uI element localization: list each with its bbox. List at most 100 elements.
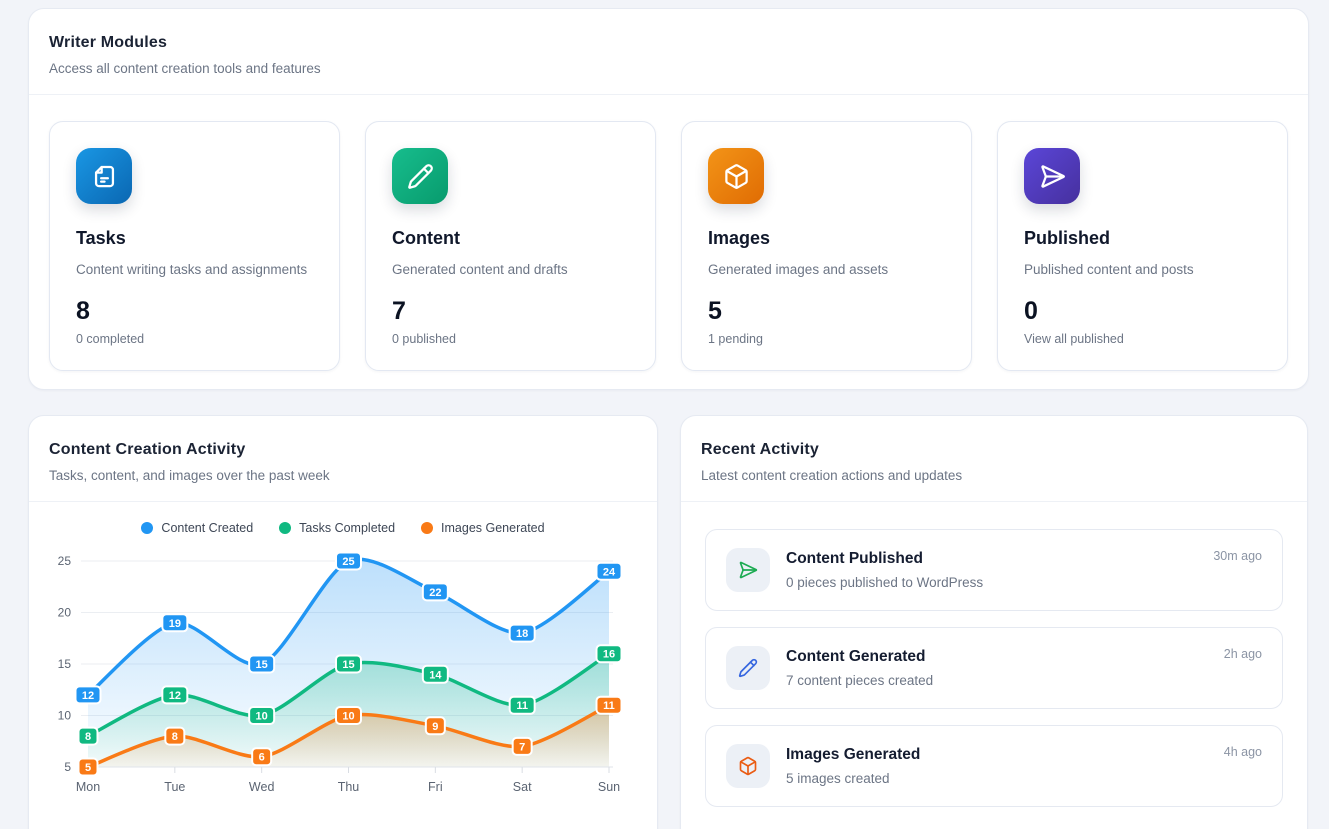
pencil-icon <box>738 658 758 678</box>
writer-modules-header: Writer Modules Access all content creati… <box>29 9 1308 94</box>
activity-title: Content Published <box>786 550 923 567</box>
svg-text:5: 5 <box>64 760 71 774</box>
pencil-icon <box>407 163 433 189</box>
chart-panel-header: Content Creation Activity Tasks, content… <box>29 416 657 501</box>
legend-item[interactable]: Content Created <box>141 521 253 535</box>
activity-timestamp: 30m ago <box>1213 549 1262 563</box>
activity-item-content-generated[interactable]: Content Generated 7 content pieces creat… <box>705 627 1283 709</box>
svg-text:8: 8 <box>85 731 91 743</box>
svg-text:25: 25 <box>58 554 72 568</box>
module-card-images[interactable]: Images Generated images and assets 5 1 p… <box>681 121 972 371</box>
activity-text: Content Generated 7 content pieces creat… <box>786 648 1208 688</box>
module-stat: View all published <box>1024 332 1124 346</box>
svg-text:15: 15 <box>256 659 268 671</box>
svg-text:14: 14 <box>429 669 442 681</box>
chart-panel-subtitle: Tasks, content, and images over the past… <box>49 468 330 483</box>
activity-icon-tile <box>726 646 770 690</box>
svg-text:15: 15 <box>342 659 354 671</box>
module-title: Content <box>392 228 460 248</box>
module-card-tasks[interactable]: Tasks Content writing tasks and assignme… <box>49 121 340 371</box>
module-cards-row: Tasks Content writing tasks and assignme… <box>29 95 1308 397</box>
header-divider <box>29 94 1308 95</box>
svg-text:Fri: Fri <box>428 780 443 794</box>
legend-item[interactable]: Images Generated <box>421 521 545 535</box>
images-tile <box>708 148 764 204</box>
tasks-tile <box>76 148 132 204</box>
chart-area: 25 20 15 10 5 Mon Tue Wed Thu Fri Sat Sun 12 19 15 25 22… <box>29 538 657 815</box>
send-icon <box>739 561 758 579</box>
activity-list: Content Published 0 pieces published to … <box>681 502 1307 807</box>
box-icon <box>724 163 748 189</box>
svg-text:10: 10 <box>256 711 268 723</box>
module-description: Content writing tasks and assignments <box>76 262 308 277</box>
svg-text:25: 25 <box>342 556 354 568</box>
recent-activity-title: Recent Activity <box>701 441 819 458</box>
svg-text:Sun: Sun <box>598 780 620 794</box>
activity-item-images-generated[interactable]: Images Generated 5 images created 4h ago <box>705 725 1283 807</box>
svg-text:Thu: Thu <box>338 780 360 794</box>
module-title: Published <box>1024 228 1111 248</box>
writer-modules-title: Writer Modules <box>49 34 168 51</box>
svg-text:15: 15 <box>58 657 72 671</box>
activity-timestamp: 4h ago <box>1223 745 1262 759</box>
module-card-content[interactable]: Content Generated content and drafts 7 0… <box>365 121 656 371</box>
activity-line-chart: 25 20 15 10 5 Mon Tue Wed Thu Fri Sat Sun 12 19 15 25 22… <box>58 551 623 794</box>
module-count: 8 <box>76 297 90 325</box>
module-card-published[interactable]: Published Published content and posts 0 … <box>997 121 1288 371</box>
svg-text:5: 5 <box>85 762 91 774</box>
module-count: 0 <box>1024 297 1038 325</box>
svg-text:Wed: Wed <box>249 780 275 794</box>
header-divider <box>681 501 1307 502</box>
activity-description: 5 images created <box>786 771 890 786</box>
header-divider <box>29 501 657 502</box>
svg-text:7: 7 <box>519 741 525 753</box>
module-count: 7 <box>392 297 406 325</box>
recent-activity-subtitle: Latest content creation actions and upda… <box>701 468 963 483</box>
module-description: Published content and posts <box>1024 262 1194 277</box>
module-stat: 0 published <box>392 332 456 346</box>
activity-description: 0 pieces published to WordPress <box>786 575 984 590</box>
svg-text:22: 22 <box>429 587 441 599</box>
legend-label: Content Created <box>161 521 254 535</box>
legend-label: Tasks Completed <box>299 521 396 535</box>
module-title: Images <box>708 228 771 248</box>
activity-timestamp: 2h ago <box>1223 647 1262 661</box>
legend-dot <box>279 522 292 534</box>
box-icon <box>739 756 757 776</box>
svg-text:8: 8 <box>172 731 178 743</box>
svg-text:Tue: Tue <box>164 780 185 794</box>
module-stat: 0 completed <box>76 332 145 346</box>
svg-text:12: 12 <box>82 690 94 702</box>
recent-activity-panel: Recent Activity Latest content creation … <box>680 415 1308 829</box>
module-count: 5 <box>708 297 722 325</box>
activity-item-content-published[interactable]: Content Published 0 pieces published to … <box>705 529 1283 611</box>
activity-title: Content Generated <box>786 648 926 665</box>
activity-description: 7 content pieces created <box>786 673 934 688</box>
svg-text:20: 20 <box>58 606 72 620</box>
module-description: Generated content and drafts <box>392 262 568 277</box>
send-icon <box>1040 164 1065 188</box>
module-stat: 1 pending <box>708 332 763 346</box>
svg-text:Sat: Sat <box>513 780 532 794</box>
legend-dot <box>141 522 154 534</box>
chart-panel-title: Content Creation Activity <box>49 441 246 458</box>
svg-text:19: 19 <box>169 618 181 630</box>
svg-text:12: 12 <box>169 690 181 702</box>
legend-item[interactable]: Tasks Completed <box>279 521 395 535</box>
writer-modules-subtitle: Access all content creation tools and fe… <box>49 61 321 76</box>
published-tile <box>1024 148 1080 204</box>
svg-text:24: 24 <box>603 566 616 578</box>
svg-text:10: 10 <box>58 709 72 723</box>
legend-label: Images Generated <box>441 521 545 535</box>
module-description: Generated images and assets <box>708 262 889 277</box>
file-text-icon <box>94 165 114 187</box>
legend-dot <box>421 522 434 534</box>
svg-text:11: 11 <box>603 700 615 712</box>
activity-title: Images Generated <box>786 746 921 763</box>
activity-icon-tile <box>726 548 770 592</box>
svg-text:Mon: Mon <box>76 780 100 794</box>
activity-icon-tile <box>726 744 770 788</box>
content-tile <box>392 148 448 204</box>
recent-activity-header: Recent Activity Latest content creation … <box>681 416 1307 501</box>
